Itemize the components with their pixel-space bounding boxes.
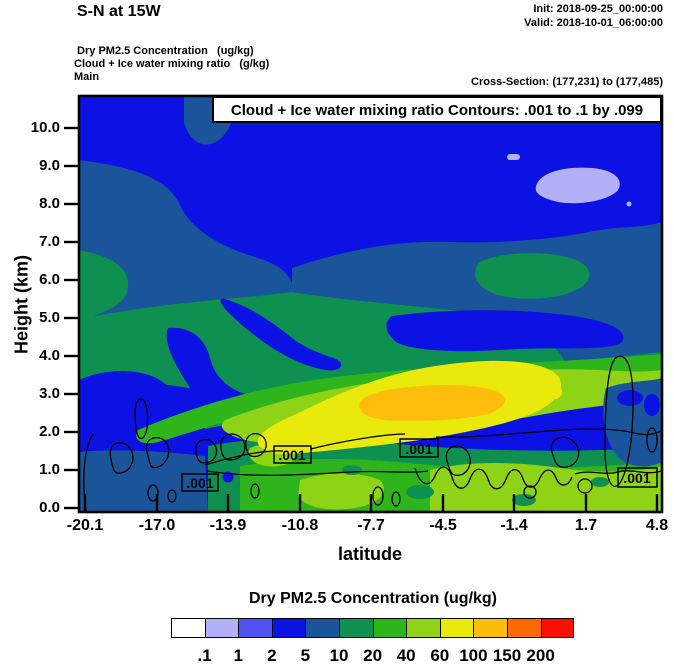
x-tick-label: -20.1: [66, 517, 104, 534]
pm25-bottom-specks: [342, 465, 609, 506]
pm25-filled-contours: .001 .001 .001 .001: [79, 96, 662, 512]
contour-label-2: .001: [405, 441, 432, 457]
y-tick-label: 0.0: [39, 499, 60, 516]
x-tick-label: -1.4: [500, 517, 528, 534]
y-axis-ticks: [64, 126, 79, 510]
colorbar-cell: [473, 618, 508, 638]
colorbar-tick-label: 40: [396, 646, 416, 665]
x-tick-label: -10.8: [281, 517, 319, 534]
y-tick-label: 10.0: [30, 119, 60, 136]
contour-label-1: .001: [278, 447, 305, 463]
y-axis-title: Height (km): [11, 255, 32, 354]
colorbar-tick-label: 150: [492, 646, 522, 665]
colorbar-tick-label: 200: [526, 646, 555, 665]
x-tick-label: -13.9: [209, 517, 247, 534]
valid-time-label: Valid: 2018-10-01_06:00:00: [524, 17, 663, 29]
colorbar-tick-label: 2: [267, 646, 277, 665]
x-tick-label: 1.7: [574, 517, 598, 534]
page-title: S-N at 15W: [77, 3, 161, 20]
cross-section-label: Cross-Section: (177,231) to (177,485): [471, 76, 663, 88]
colorbar-tick-label: 20: [363, 646, 383, 665]
field-list-line-1: Dry PM2.5 Concentration (ug/kg): [74, 45, 254, 57]
colorbar-cell: [238, 618, 273, 638]
cloud-contour-label-boxes: .001 .001 .001 .001: [181, 438, 658, 492]
y-tick-label: 9.0: [39, 157, 60, 174]
colorbar-cell: [540, 618, 574, 638]
x-axis-title: latitude: [337, 544, 402, 564]
colorbar-cell: [171, 618, 206, 638]
y-tick-label: 5.0: [39, 309, 60, 326]
x-tick-label: -17.0: [138, 517, 176, 534]
colorbar-cell: [305, 618, 340, 638]
colorbar-tick-label: 1: [233, 646, 243, 665]
colorbar-cell: [271, 618, 307, 638]
colorbar-tick-label: 5: [300, 646, 311, 665]
init-time-label: Init: 2018-09-25_00:00:00: [533, 3, 663, 15]
y-tick-label: 4.0: [39, 347, 60, 364]
field-list-line-3: Main: [74, 71, 100, 83]
colorbar-cell: [339, 618, 374, 638]
x-tick-label: -4.5: [429, 517, 457, 534]
x-tick-label: -7.7: [357, 517, 385, 534]
cloud-contour-lines: [83, 355, 662, 512]
colorbar-tick-label: 100: [459, 646, 488, 665]
colorbar-cell: [372, 618, 408, 638]
x-axis-ticks: [83, 494, 659, 512]
x-tick-label: 4.8: [645, 517, 669, 534]
pm25-band-100-150: [359, 384, 505, 421]
contour-label-0: .001: [186, 475, 213, 491]
colorbar-title: Dry PM2.5 Concentration (ug/kg): [248, 590, 498, 607]
y-tick-label: 8.0: [39, 195, 60, 212]
field-list-line-2: Cloud + Ice water mixing ratio (g/kg): [74, 58, 270, 70]
contour-overlay-title: Cloud + Ice water mixing ratio Contours:…: [231, 102, 643, 119]
colorbar-cell: [406, 618, 441, 638]
colorbar-cell: [204, 618, 240, 638]
colorbar-tick-label: .1: [197, 646, 212, 665]
y-tick-label: 3.0: [39, 385, 60, 402]
colorbar-tick-label: 10: [329, 646, 349, 665]
contour-overlay-title-box: Cloud + Ice water mixing ratio Contours:…: [212, 96, 662, 123]
colorbar-cell: [507, 618, 542, 638]
y-tick-label: 2.0: [39, 423, 60, 440]
y-tick-label: 7.0: [39, 233, 60, 250]
y-tick-label: 1.0: [39, 461, 60, 478]
contour-label-3: .001: [623, 470, 650, 486]
colorbar-tick-label: 60: [430, 646, 450, 665]
colorbar-cell: [439, 618, 475, 638]
pm25-band-0.1-1: [507, 154, 632, 207]
y-tick-label: 6.0: [39, 271, 60, 288]
